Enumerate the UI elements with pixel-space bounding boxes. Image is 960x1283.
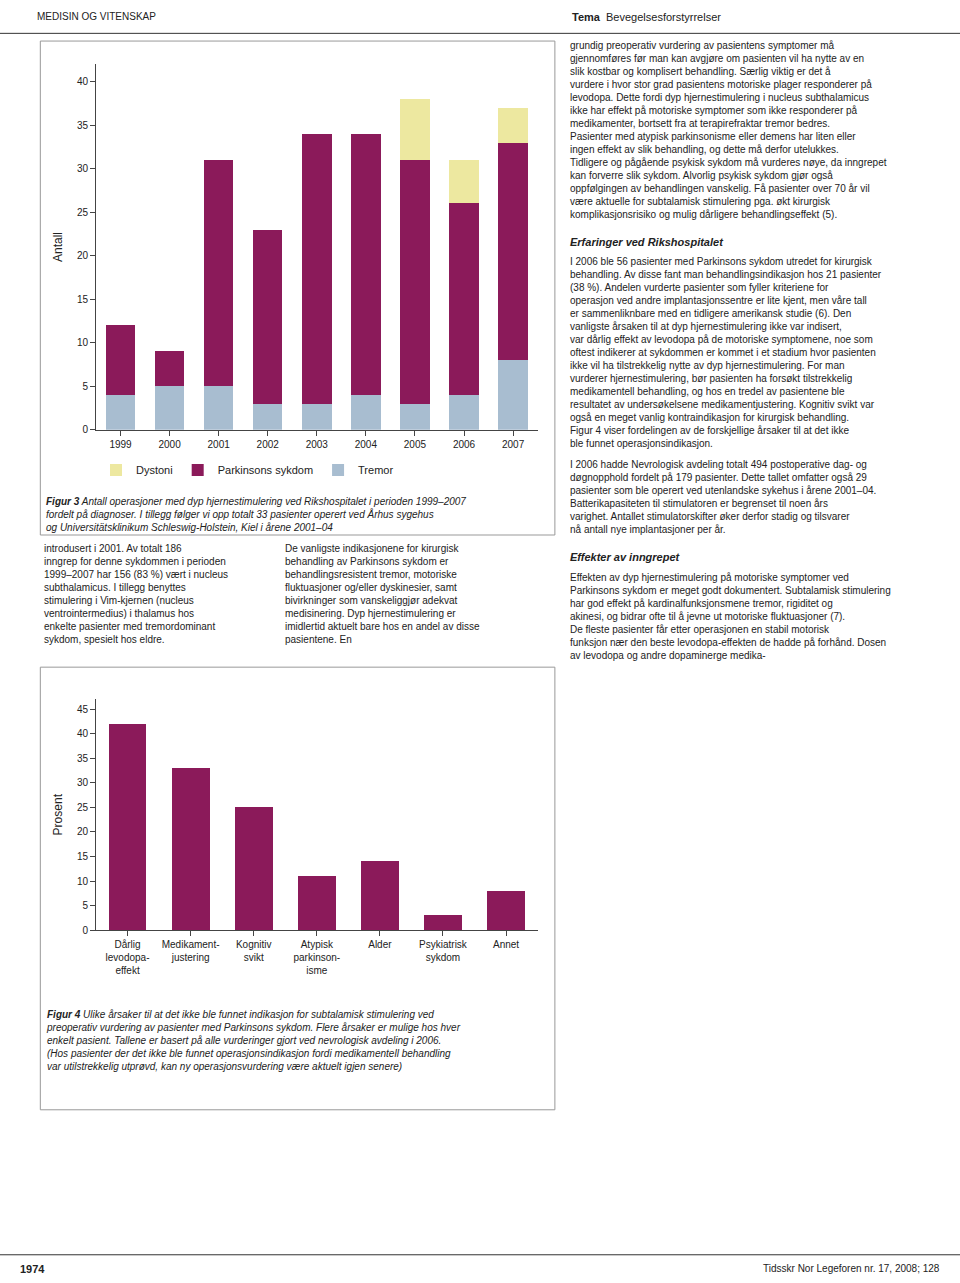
svg-text:Figur 3 Antall operasjoner med: Figur 3 Antall operasjoner med dyp hjern… <box>46 496 466 533</box>
svg-text:25: 25 <box>77 207 89 218</box>
svg-text:Atypiskparkinson-isme: Atypiskparkinson-isme <box>293 939 340 976</box>
svg-text:Tremor: Tremor <box>358 464 393 476</box>
svg-text:De vanligste indikasjonene for: De vanligste indikasjonene for kirurgisk… <box>285 543 480 645</box>
svg-text:35: 35 <box>77 120 89 131</box>
svg-text:2007: 2007 <box>502 439 525 450</box>
svg-text:grundig preoperativ vurdering: grundig preoperativ vurdering av pasient… <box>570 40 887 220</box>
svg-text:Prosent: Prosent <box>51 793 65 835</box>
svg-text:10: 10 <box>77 337 89 348</box>
svg-text:Effekter av inngrepet: Effekter av inngrepet <box>570 551 681 563</box>
svg-text:15: 15 <box>77 851 89 862</box>
svg-text:15: 15 <box>77 294 89 305</box>
svg-text:Effekten av dyp hjernestimuler: Effekten av dyp hjernestimulering på mot… <box>570 572 891 661</box>
svg-text:5: 5 <box>82 381 88 392</box>
svg-text:35: 35 <box>77 753 89 764</box>
svg-text:30: 30 <box>77 777 89 788</box>
svg-text:0: 0 <box>82 424 88 435</box>
svg-text:Tidsskr Nor Legeforen nr. 17,: Tidsskr Nor Legeforen nr. 17, 2008; 128 <box>763 1263 940 1274</box>
svg-text:5: 5 <box>82 900 88 911</box>
svg-text:2001: 2001 <box>208 439 231 450</box>
svg-text:Annet: Annet <box>493 939 519 950</box>
svg-text:1999: 1999 <box>109 439 132 450</box>
svg-text:Psykiatrisksykdom: Psykiatrisksykdom <box>419 939 468 963</box>
svg-text:Medikament-justering: Medikament-justering <box>162 939 220 963</box>
svg-text:30: 30 <box>77 163 89 174</box>
svg-text:1974: 1974 <box>20 1263 45 1275</box>
svg-text:20: 20 <box>77 250 89 261</box>
svg-text:0: 0 <box>82 925 88 936</box>
svg-text:Tema Bevegelsesforstyrrelser: Tema Bevegelsesforstyrrelser <box>572 11 721 23</box>
svg-text:Kognitivsvikt: Kognitivsvikt <box>236 939 272 963</box>
svg-text:Antall: Antall <box>51 232 65 262</box>
svg-text:25: 25 <box>77 802 89 813</box>
svg-text:45: 45 <box>77 704 89 715</box>
svg-text:I 2006 hadde Nevrologisk avdel: I 2006 hadde Nevrologisk avdeling totalt… <box>570 459 876 535</box>
svg-text:Figur 4 Ulike årsaker til at d: Figur 4 Ulike årsaker til at det ikke bl… <box>46 1009 461 1072</box>
svg-text:2002: 2002 <box>257 439 280 450</box>
svg-text:I 2006 ble 56 pasienter med Pa: I 2006 ble 56 pasienter med Parkinsons s… <box>570 256 882 449</box>
svg-text:2003: 2003 <box>306 439 329 450</box>
svg-text:2004: 2004 <box>355 439 378 450</box>
svg-text:20: 20 <box>77 826 89 837</box>
svg-text:Erfaringer ved Rikshospitalet: Erfaringer ved Rikshospitalet <box>570 236 724 248</box>
svg-text:Parkinsons sykdom: Parkinsons sykdom <box>218 464 313 476</box>
svg-text:introdusert i 2001. Av totalt: introdusert i 2001. Av totalt 186inngrep… <box>44 543 228 645</box>
svg-text:MEDISIN OG VITENSKAP: MEDISIN OG VITENSKAP <box>37 11 156 22</box>
svg-text:2000: 2000 <box>158 439 181 450</box>
svg-text:40: 40 <box>77 76 89 87</box>
svg-text:2005: 2005 <box>404 439 427 450</box>
svg-text:10: 10 <box>77 876 89 887</box>
svg-text:Dårliglevodopa-effekt: Dårliglevodopa-effekt <box>106 939 150 976</box>
svg-text:Alder: Alder <box>368 939 392 950</box>
svg-text:Dystoni: Dystoni <box>136 464 173 476</box>
svg-text:2006: 2006 <box>453 439 476 450</box>
svg-text:40: 40 <box>77 728 89 739</box>
